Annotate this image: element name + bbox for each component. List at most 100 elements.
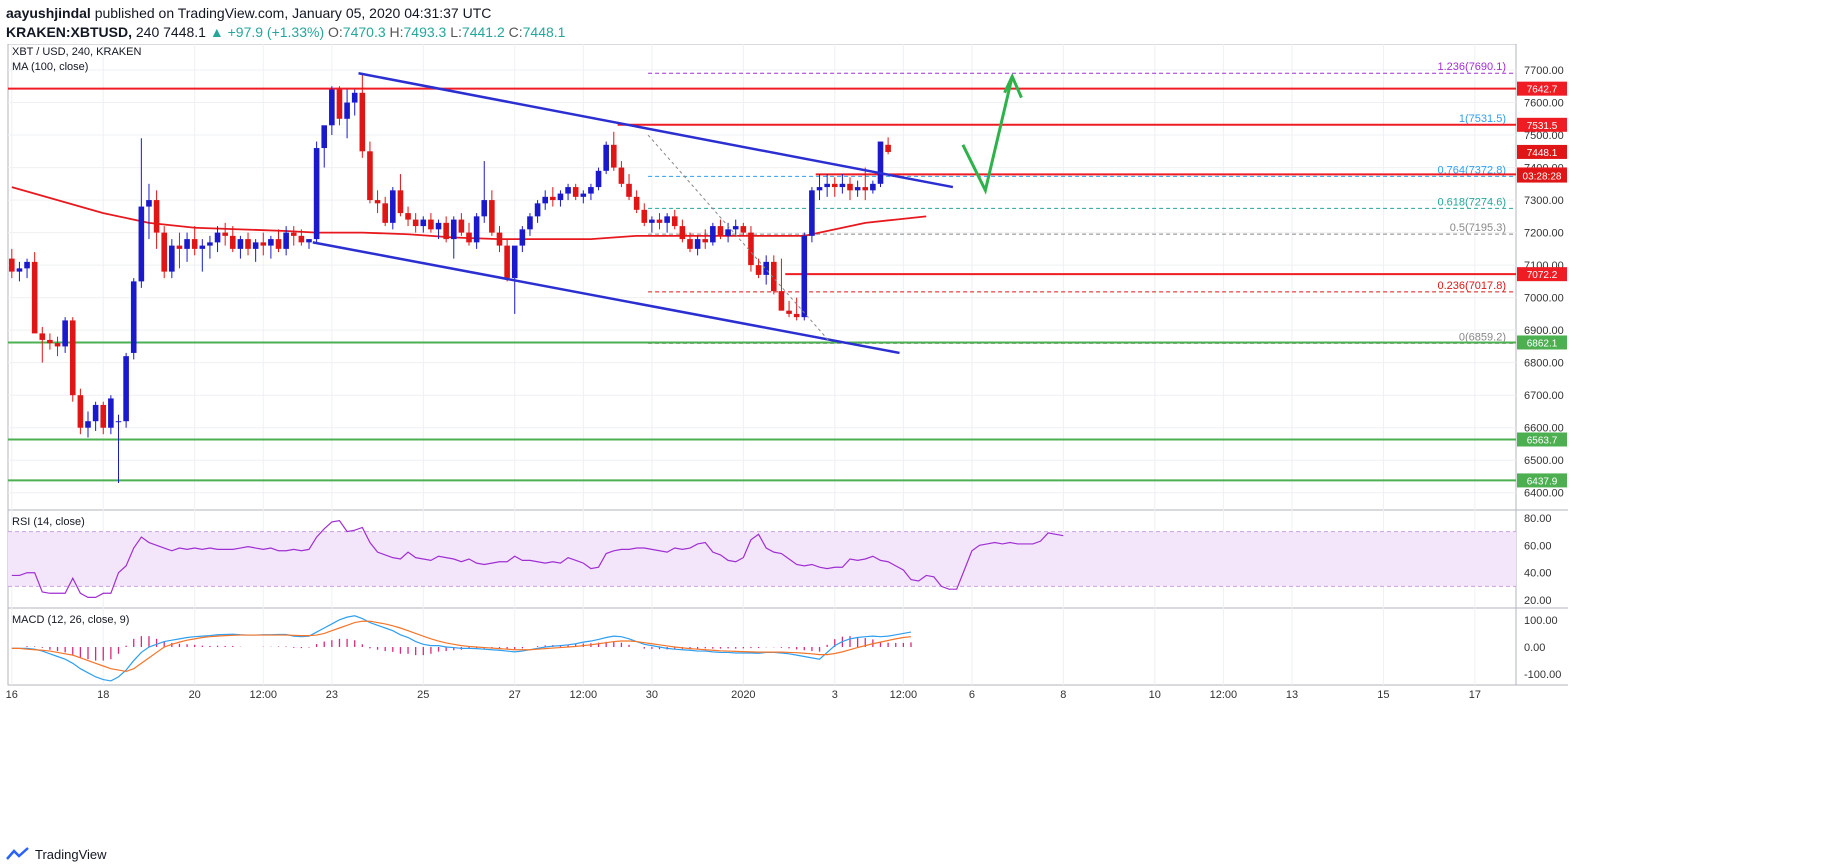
candle-body [603, 144, 609, 171]
candle-body [351, 92, 358, 103]
candle-body [146, 200, 152, 207]
candle [763, 255, 769, 285]
candle-body [321, 125, 328, 149]
signal-line [11, 620, 912, 673]
candle-body [428, 219, 434, 230]
candle-body [405, 213, 411, 220]
candle [466, 222, 472, 246]
interval-label: 240 [135, 24, 160, 40]
candle-body [344, 102, 350, 119]
x-tick-label: 2020 [731, 689, 755, 701]
candle [641, 203, 648, 227]
candle-body [47, 339, 53, 344]
channel-trend-line[interactable] [312, 241, 900, 355]
candle-body [679, 226, 686, 240]
y-tick-label: 7700.00 [1524, 65, 1564, 77]
symbol-label: KRAKEN:XBTUSD, [6, 24, 132, 40]
candle-body [473, 216, 480, 243]
candle [298, 229, 305, 246]
candle-body [534, 203, 541, 217]
candle [397, 174, 404, 217]
candle-body [572, 187, 579, 197]
candle-body [458, 219, 465, 233]
candle-body [885, 144, 891, 152]
candle-body [207, 242, 213, 246]
candle [412, 213, 419, 233]
candle-body [626, 183, 632, 197]
fib-level-label: 0.236(7017.8) [1438, 280, 1507, 292]
y-tick-label: 6400.00 [1524, 488, 1564, 500]
candle [481, 161, 488, 223]
candle [329, 86, 335, 136]
candle-body [313, 148, 320, 240]
candle-body [816, 187, 823, 191]
fib-level-label: 0(6859.2) [1459, 331, 1506, 343]
candle-body [854, 187, 861, 191]
candle [146, 183, 152, 240]
candle-body [557, 193, 564, 201]
candle-body [359, 92, 366, 152]
channel-trend-line[interactable] [358, 72, 954, 189]
candle-body [793, 313, 800, 318]
candle-body [489, 200, 495, 233]
candle [92, 401, 99, 431]
candle-body [778, 291, 785, 311]
candle-body [862, 187, 869, 191]
candle [831, 177, 838, 197]
rsi-pane-title: RSI (14, close) [12, 516, 85, 528]
candle-body [229, 235, 236, 249]
price-tag-label: 03:28:28 [1523, 172, 1562, 183]
candle [755, 258, 762, 279]
footer-brand: TradingView [35, 846, 107, 862]
candle [473, 213, 480, 249]
candle-body [62, 320, 68, 347]
x-tick-label: 23 [326, 689, 338, 701]
candle-body [123, 356, 129, 422]
candle [793, 297, 800, 321]
candle [260, 232, 267, 256]
price-tag-label: 7072.2 [1527, 270, 1558, 281]
candle-body [435, 222, 442, 230]
projection-arrow [961, 76, 1014, 195]
candle-body [450, 219, 457, 240]
candle [428, 213, 434, 233]
candle-body [176, 245, 183, 249]
candle [687, 232, 693, 253]
publish-line: aayushjindal published on TradingView.co… [6, 3, 491, 23]
candle [321, 125, 328, 168]
x-tick-label: 27 [509, 689, 521, 701]
candle-body [130, 281, 137, 353]
candle-body [710, 226, 716, 243]
y-tick-label: 7500.00 [1524, 130, 1564, 142]
candle [610, 131, 617, 171]
low-label: L: [450, 24, 462, 40]
candle-body [588, 187, 594, 194]
candle [550, 187, 556, 207]
price-tag [1517, 144, 1567, 159]
x-tick-label: 10 [1149, 689, 1161, 701]
candle-body [786, 310, 792, 314]
candle [69, 317, 76, 402]
price-tag [1517, 267, 1567, 282]
candle-body [275, 239, 282, 249]
candle [679, 219, 686, 243]
candle [786, 300, 792, 318]
candle [885, 137, 891, 155]
candle [275, 229, 282, 253]
author-name[interactable]: aayushjindal [6, 5, 91, 21]
price-tag-label: 6862.1 [1527, 338, 1558, 349]
candle [839, 174, 846, 194]
candle-body [527, 216, 533, 230]
chart-area[interactable]: 16 18 20 12:00 23 25 27 12:00 30 2020 3 12:00 6 8 10 12… [0, 44, 1828, 843]
candle [710, 222, 716, 246]
candle [694, 235, 701, 256]
candle-body [633, 196, 640, 210]
candle [108, 395, 114, 435]
candle [382, 196, 388, 227]
tradingview-footer[interactable]: TradingView [6, 843, 107, 865]
candle [268, 235, 274, 259]
candle-body [298, 235, 305, 243]
candle-body [191, 239, 198, 249]
candle [176, 232, 183, 269]
candle-body [54, 343, 61, 347]
